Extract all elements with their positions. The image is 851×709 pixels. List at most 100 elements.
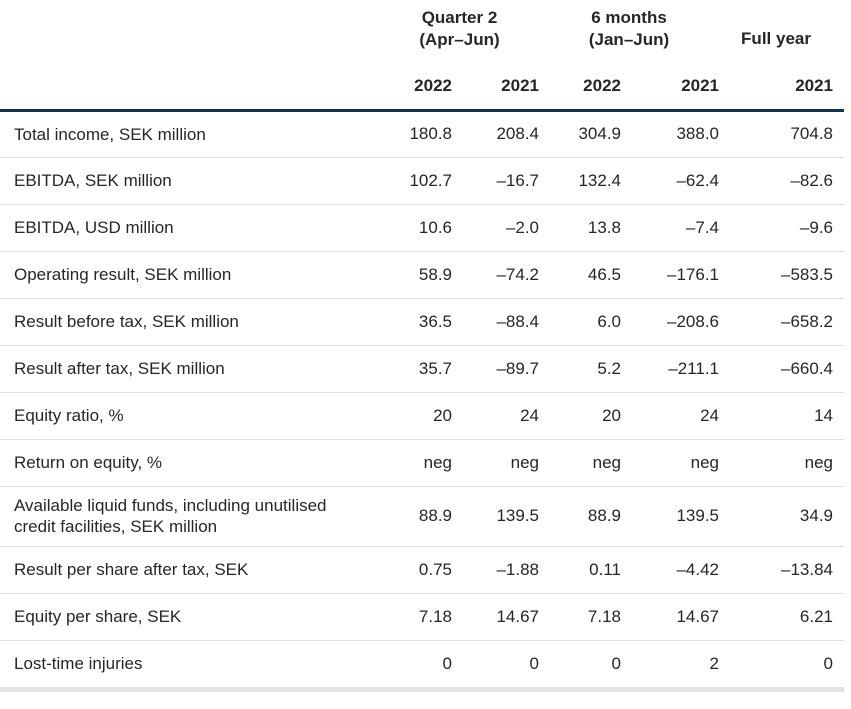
- header-spacer: [0, 62, 380, 110]
- value-cell: 7.18: [587, 606, 621, 626]
- year-header-q2-2022: 2022: [414, 75, 452, 95]
- value-cell: 14.67: [676, 606, 720, 626]
- value-cell: 132.4: [578, 170, 621, 190]
- table-row-ebitda-usd: EBITDA, USD million 10.6 –2.0 13.8 –7.4 …: [0, 204, 845, 251]
- value-cell: 58.9: [418, 264, 452, 284]
- row-label: Total income, SEK million: [14, 124, 206, 144]
- value-cell: 5.2: [597, 358, 621, 378]
- value-cell: 388.0: [676, 124, 720, 143]
- row-label: Available liquid funds, including unutil…: [14, 496, 327, 536]
- value-cell: 0.75: [418, 559, 452, 579]
- table-row-result-before-tax: Result before tax, SEK million 36.5 –88.…: [0, 298, 845, 345]
- header-spacer: [0, 0, 380, 62]
- year-header-fy-2021: 2021: [795, 75, 834, 95]
- value-cell: 0: [611, 653, 621, 673]
- row-label: EBITDA, SEK million: [14, 171, 172, 190]
- value-cell: –16.7: [496, 170, 539, 190]
- value-cell: 14.67: [496, 606, 539, 626]
- column-group-row: Quarter 2 (Apr–Jun) 6 months (Jan–Jun) F…: [0, 0, 844, 62]
- value-cell: neg: [804, 452, 834, 472]
- year-header-q2-2021: 2021: [501, 75, 539, 95]
- value-cell: 24: [700, 405, 720, 425]
- table-header: Quarter 2 (Apr–Jun) 6 months (Jan–Jun) F…: [0, 0, 845, 110]
- value-cell: 6.21: [799, 606, 834, 626]
- value-cell: 139.5: [496, 506, 539, 525]
- column-group-fullyear-line1: Full year: [741, 29, 811, 48]
- row-label: Result before tax, SEK million: [14, 312, 239, 331]
- value-cell: 20: [602, 405, 621, 425]
- value-cell: 88.9: [418, 506, 452, 525]
- value-cell: 0.11: [589, 559, 621, 579]
- value-cell: 7.18: [418, 606, 452, 626]
- column-group-6months: 6 months (Jan–Jun): [539, 0, 719, 62]
- value-cell: –74.2: [496, 264, 539, 284]
- value-cell: –660.4: [781, 358, 834, 378]
- value-cell: –7.4: [685, 217, 720, 237]
- table-row-result-per-share: Result per share after tax, SEK 0.75 –1.…: [0, 546, 845, 593]
- value-cell: 20: [433, 405, 452, 425]
- value-cell: 139.5: [676, 506, 720, 525]
- year-header-row: 2022 2021 2022 2021 2021: [0, 62, 844, 110]
- column-group-fullyear: Full year: [719, 0, 844, 62]
- value-cell: –82.6: [790, 170, 834, 190]
- value-cell: –176.1: [667, 264, 720, 284]
- value-cell: 0: [823, 653, 834, 673]
- value-cell: –13.84: [781, 559, 834, 579]
- value-cell: 0: [442, 653, 452, 673]
- column-group-6months-line1: 6 months: [591, 8, 667, 27]
- row-label: Return on equity, %: [14, 453, 163, 472]
- table-row-equity-ratio: Equity ratio, % 20 24 20 24 14: [0, 392, 845, 439]
- value-cell: –1.88: [496, 559, 539, 579]
- table-row-lost-time-injuries: Lost-time injuries 0 0 0 2 0: [0, 640, 845, 687]
- year-header-6m-2022: 2022: [583, 75, 621, 95]
- value-cell: –658.2: [781, 311, 834, 331]
- value-cell: 24: [520, 405, 539, 425]
- value-cell: –88.4: [496, 311, 539, 331]
- table-row-ebitda-sek: EBITDA, SEK million 102.7 –16.7 132.4 –6…: [0, 157, 845, 204]
- value-cell: –211.1: [668, 358, 720, 378]
- value-cell: 46.5: [587, 264, 621, 284]
- value-cell: –4.42: [676, 559, 720, 579]
- value-cell: neg: [423, 452, 452, 472]
- table-body: Total income, SEK million 180.8 208.4 30…: [0, 110, 845, 687]
- row-label: Operating result, SEK million: [14, 265, 232, 284]
- table-row-return-on-equity: Return on equity, % neg neg neg neg neg: [0, 439, 845, 486]
- value-cell: 35.7: [418, 358, 452, 378]
- value-cell: 0: [529, 653, 539, 673]
- row-label: Equity ratio, %: [14, 406, 124, 425]
- value-cell: 10.6: [418, 217, 452, 237]
- bottom-divider: [0, 687, 844, 692]
- row-label: Result after tax, SEK million: [14, 359, 225, 378]
- key-figures-table: Quarter 2 (Apr–Jun) 6 months (Jan–Jun) F…: [0, 0, 845, 687]
- value-cell: 208.4: [496, 124, 539, 143]
- row-label: Result per share after tax, SEK: [14, 560, 249, 579]
- value-cell: 34.9: [799, 506, 834, 525]
- value-cell: neg: [690, 452, 720, 472]
- column-group-quarter2-line2: (Apr–Jun): [419, 30, 500, 49]
- value-cell: –208.6: [667, 311, 720, 331]
- row-label: EBITDA, USD million: [14, 218, 174, 237]
- column-group-quarter2-line1: Quarter 2: [421, 8, 498, 27]
- value-cell: –9.6: [799, 217, 834, 237]
- column-group-quarter2: Quarter 2 (Apr–Jun): [380, 0, 539, 62]
- value-cell: 6.0: [597, 311, 621, 331]
- value-cell: 88.9: [587, 506, 621, 525]
- value-cell: 704.8: [790, 124, 834, 143]
- row-label: Equity per share, SEK: [14, 607, 182, 626]
- value-cell: 36.5: [418, 311, 452, 331]
- table-row-total-income: Total income, SEK million 180.8 208.4 30…: [0, 110, 844, 157]
- year-header-6m-2021: 2021: [681, 75, 720, 95]
- table-row-equity-per-share: Equity per share, SEK 7.18 14.67 7.18 14…: [0, 593, 845, 640]
- value-cell: –89.7: [496, 358, 539, 378]
- value-cell: 102.7: [409, 170, 452, 190]
- table-row-available-liquid-funds: Available liquid funds, including unutil…: [0, 486, 845, 546]
- value-cell: 2: [709, 653, 720, 673]
- value-cell: 180.8: [409, 124, 452, 143]
- value-cell: 304.9: [578, 124, 621, 143]
- column-group-6months-line2: (Jan–Jun): [588, 30, 670, 49]
- value-cell: –2.0: [505, 217, 539, 237]
- value-cell: neg: [592, 452, 621, 472]
- row-label: Lost-time injuries: [14, 654, 143, 674]
- value-cell: 13.8: [587, 217, 621, 237]
